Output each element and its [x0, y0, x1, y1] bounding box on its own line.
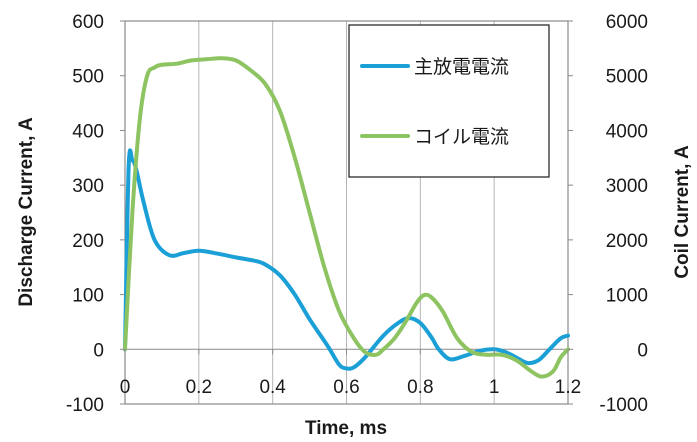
x-tick-label: 0.2	[186, 377, 212, 398]
y-tick-label: 500	[72, 67, 104, 88]
y-tick-label: 200	[72, 231, 104, 252]
y2-tick-label: 1000	[606, 286, 648, 307]
y2-tick-label: 6000	[606, 12, 648, 33]
legend: 主放電電流 コイル電流	[348, 24, 550, 178]
y-tick-label: 600	[72, 12, 104, 33]
series-line-2	[123, 56, 570, 379]
y-tick-label: 100	[72, 286, 104, 307]
x-tick-label: 1.2	[555, 377, 581, 398]
legend-label-series-1: 主放電電流	[414, 56, 509, 78]
legend-label-series-2: コイル電流	[414, 126, 509, 148]
x-axis-label: Time, ms	[305, 418, 387, 439]
y2-tick-label: 2000	[606, 231, 648, 252]
x-tick-label: 0	[120, 377, 131, 398]
x-tick-label: 0.8	[407, 377, 433, 398]
x-tick-label: 0.6	[333, 377, 359, 398]
y2-tick-label: 3000	[606, 176, 648, 197]
y-tick-label: -100	[66, 395, 104, 416]
y2-tick-label: 4000	[606, 121, 648, 142]
y2-axis-label: Coil Current, A	[672, 145, 693, 279]
y2-tick-label: 5000	[606, 67, 648, 88]
y-tick-label: 0	[93, 340, 104, 361]
x-tick-label: 1	[489, 377, 500, 398]
x-tick-label: 0.4	[259, 377, 286, 398]
y2-tick-label: -1000	[599, 395, 648, 416]
plot-area	[124, 20, 569, 405]
y-tick-label: 300	[72, 176, 104, 197]
ticks-layer: 0 0.2 0.4 0.6 0.8 1 1.2-1000100200300400500600…	[66, 12, 648, 416]
y-axis-label: Discharge Current, A	[16, 117, 37, 307]
series-line-1	[123, 148, 570, 371]
series-layer	[123, 56, 570, 379]
y2-tick-label: 0	[637, 340, 648, 361]
legend-box	[348, 24, 550, 178]
y-tick-label: 400	[72, 121, 104, 142]
